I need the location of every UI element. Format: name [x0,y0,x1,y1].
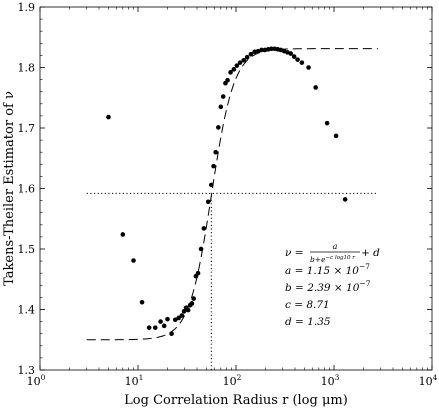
data-point [158,319,163,324]
data-point [291,54,297,59]
data-point [191,296,196,301]
y-tick-label: 1.9 [18,1,36,14]
data-point [288,51,294,56]
fit-annotation: ν = a b+e−c log10 r + d a = 1.15 × 10−7 … [285,242,380,328]
data-point [120,232,126,237]
data-point [259,47,264,53]
data-point [211,163,216,169]
data-point [324,120,330,126]
data-point [306,65,311,70]
y-axis-label: Takens-Theiler Estimator of ν [2,91,17,286]
data-point [252,49,257,55]
data-point [169,331,174,337]
data-point [139,299,145,305]
data-point [152,325,158,330]
data-point [269,46,274,52]
data-point [146,325,152,330]
data-point [228,70,233,75]
data-point [165,316,170,322]
annotation-formula: ν = [285,247,304,259]
data-point [237,60,243,65]
y-tick-label: 1.3 [18,364,36,377]
annotation-a: a = 1.15 × 10−7 [285,262,370,277]
plot-border [39,6,433,371]
data-point [201,226,207,231]
data-points [106,46,348,337]
x-tick-label: 103 [321,373,340,388]
y-tick-label: 1.4 [18,304,36,317]
fit-curve [86,48,378,341]
data-point [209,182,214,188]
plot-frame [39,6,433,371]
data-point [231,67,237,72]
data-point [181,309,187,314]
annotation-d: d = 1.35 [285,316,331,328]
data-point [218,104,224,110]
data-point [313,85,318,90]
reference-lines [86,192,378,370]
data-point [185,307,191,313]
annotation-b: b = 2.39 × 10−7 [285,279,371,294]
data-point [220,94,226,99]
data-point [172,317,178,323]
x-axis-ticks: 100 101 102 103 104 [27,7,438,388]
data-point [176,315,181,321]
data-point [225,77,230,83]
x-tick-label: 104 [419,373,438,388]
data-point [299,60,305,65]
data-point [161,323,167,329]
data-point [198,246,204,252]
fit-curve-line [86,48,378,341]
data-point [216,125,221,130]
y-tick-label: 1.6 [18,183,36,196]
data-point [244,54,250,60]
data-point [248,51,254,57]
y-tick-label: 1.8 [18,62,36,75]
x-axis-label: Log Correlation Radius r (log μm) [124,393,348,408]
data-point [333,133,339,139]
data-point [241,57,247,63]
data-point [234,63,240,68]
x-tick-label: 100 [27,373,46,388]
y-tick-label: 1.7 [18,122,36,135]
y-axis-ticks: 1.3 1.4 1.5 1.6 1.7 1.8 1.9 [18,1,432,377]
data-point [295,57,300,62]
x-tick-label: 102 [223,373,242,388]
data-point [189,301,195,306]
data-point [342,197,348,202]
annotation-formula-numerator: a [333,242,338,251]
data-point [131,258,136,263]
x-tick-label: 101 [125,373,144,388]
data-point [205,199,211,205]
data-point [179,313,185,318]
y-tick-label: 1.5 [18,243,36,256]
annotation-formula-denominator: b+e−c log10 r [310,255,355,264]
annotation-formula-rhs: + d [361,247,380,259]
data-point [195,270,201,276]
data-point [106,114,111,120]
data-point [213,149,218,155]
annotation-c: c = 8.71 [285,299,330,311]
